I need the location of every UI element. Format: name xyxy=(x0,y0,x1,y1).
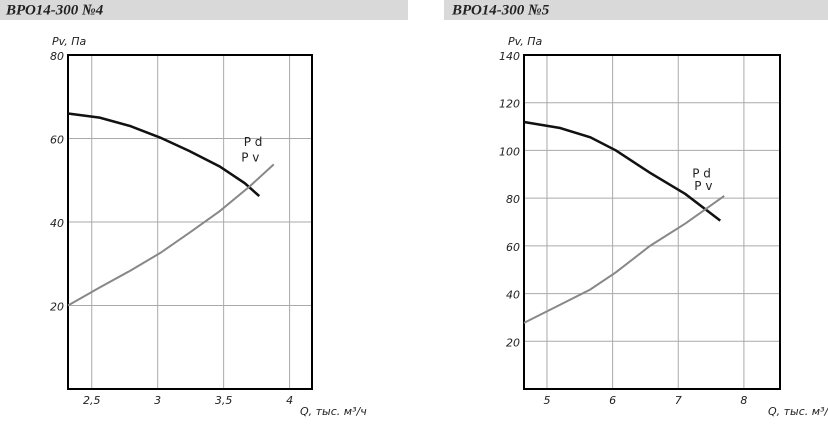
title-banner xyxy=(444,0,828,20)
series-label: P d xyxy=(244,135,263,149)
y-tick-label: 40 xyxy=(506,289,520,302)
y-tick-label: 40 xyxy=(50,217,64,230)
y-tick-label: 20 xyxy=(506,336,520,349)
y-tick-label: 60 xyxy=(50,134,64,147)
x-axis-label: Q, тыс. м³/ч xyxy=(768,405,828,418)
line-series xyxy=(523,195,725,324)
x-tick-label: 4 xyxy=(286,394,293,407)
y-tick-label: 140 xyxy=(499,50,520,63)
x-tick-label: 7 xyxy=(675,394,682,407)
y-axis-label: Pv, Па xyxy=(508,35,543,48)
x-tick-label: 6 xyxy=(609,394,616,407)
y-tick-label: 100 xyxy=(499,145,520,158)
series-label: P v xyxy=(241,151,259,165)
line-series xyxy=(523,120,722,222)
y-tick-label: 80 xyxy=(50,50,64,63)
x-tick-label: 2,5 xyxy=(83,394,101,407)
chart-title: ВРО14-300 №4 xyxy=(5,2,104,18)
y-tick-label: 80 xyxy=(506,193,520,206)
plot-frame xyxy=(67,54,313,390)
y-tick-label: 120 xyxy=(499,98,520,111)
x-tick-label: 3,5 xyxy=(215,394,233,407)
x-tick-label: 5 xyxy=(543,394,550,407)
line-series xyxy=(67,112,261,198)
series-label: P d xyxy=(692,166,711,180)
title-banner xyxy=(0,0,408,20)
x-axis-label: Q, тыс. м³/ч xyxy=(300,405,367,418)
y-axis-label: Pv, Па xyxy=(52,35,87,48)
line-series xyxy=(67,163,275,307)
series-label: P v xyxy=(694,179,712,193)
x-tick-label: 3 xyxy=(154,394,161,407)
y-tick-label: 20 xyxy=(50,301,64,314)
x-tick-label: 8 xyxy=(740,394,747,407)
y-tick-label: 60 xyxy=(506,241,520,254)
plot-frame xyxy=(523,54,781,390)
chart-title: ВРО14-300 №5 xyxy=(451,2,550,18)
